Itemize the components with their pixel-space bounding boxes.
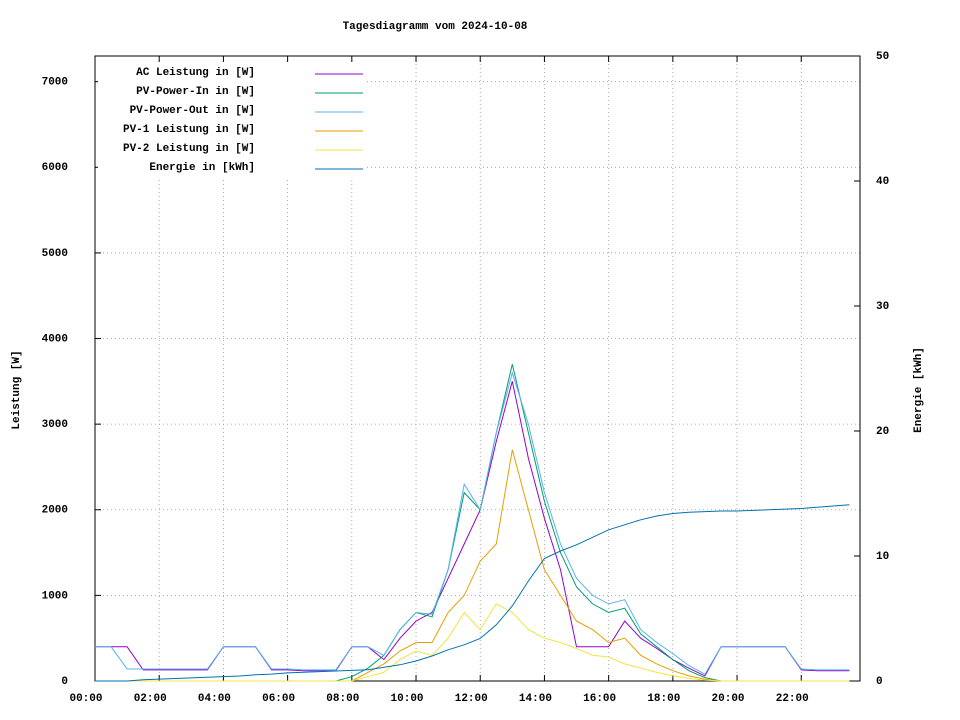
legend-label: Energie in [kWh] xyxy=(149,162,255,174)
legend-label: PV-1 Leistung in [W] xyxy=(123,124,255,136)
x-tick-label: 08:00 xyxy=(326,693,359,705)
y-tick-label: 4000 xyxy=(42,333,68,345)
series-line xyxy=(95,504,850,682)
series-line xyxy=(95,603,850,682)
x-tick-label: 04:00 xyxy=(198,693,231,705)
legend-box xyxy=(98,62,366,178)
y-tick-label: 5000 xyxy=(42,248,68,260)
x-tick-label: 18:00 xyxy=(647,693,680,705)
y2-tick-label: 0 xyxy=(876,676,883,688)
y2-axis-label: Energie [kWh] xyxy=(913,347,925,433)
plot-frame xyxy=(94,55,861,682)
y2-tick-label: 50 xyxy=(876,51,889,63)
legend-label: PV-Power-Out in [W] xyxy=(130,105,255,117)
chart-title: Tagesdiagramm vom 2024-10-08 xyxy=(343,21,528,33)
legend-label: PV-Power-In in [W] xyxy=(136,86,255,98)
x-tick-label: 22:00 xyxy=(776,693,809,705)
y-tick-label: 3000 xyxy=(42,419,68,431)
series-line xyxy=(95,371,850,675)
x-tick-label: 16:00 xyxy=(583,693,616,705)
y-tick-label: 2000 xyxy=(42,505,68,517)
y2-tick-label: 40 xyxy=(876,176,889,188)
legend-label: PV-2 Leistung in [W] xyxy=(123,143,255,155)
legend-label: AC Leistung in [W] xyxy=(136,67,255,79)
y2-tick-label: 10 xyxy=(876,551,889,563)
y-tick-label: 7000 xyxy=(42,77,68,89)
x-tick-label: 12:00 xyxy=(455,693,488,705)
x-tick-label: 10:00 xyxy=(391,693,424,705)
y-tick-label: 6000 xyxy=(42,162,68,174)
y2-tick-label: 20 xyxy=(876,426,889,438)
y-tick-label: 0 xyxy=(61,676,68,688)
x-tick-label: 00:00 xyxy=(69,693,102,705)
x-tick-label: 20:00 xyxy=(712,693,745,705)
y-tick-label: 1000 xyxy=(42,590,68,602)
y2-tick-label: 30 xyxy=(876,301,889,313)
x-tick-label: 14:00 xyxy=(519,693,552,705)
x-tick-label: 02:00 xyxy=(134,693,167,705)
y-axis-label: Leistung [W] xyxy=(11,350,23,429)
x-tick-label: 06:00 xyxy=(262,693,295,705)
